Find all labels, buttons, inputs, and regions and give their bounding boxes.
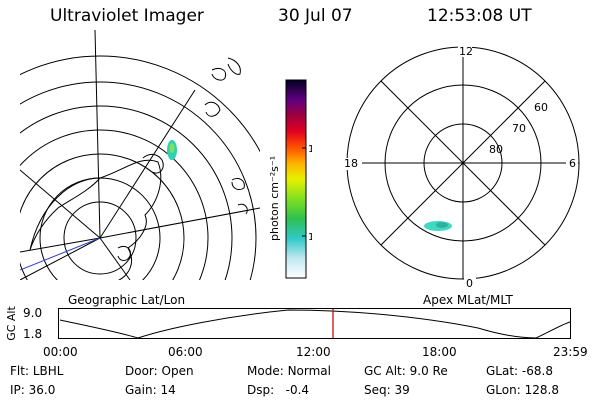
coastline (227, 57, 241, 75)
info-flt: Flt: LBHL (10, 364, 64, 378)
mlt-label-0: 0 (466, 277, 473, 290)
aurora-patch (169, 143, 175, 153)
app-title: Ultraviolet Imager (50, 6, 204, 26)
coastline (29, 159, 162, 280)
lat-circle (20, 153, 185, 280)
colorbar-tick-100: 100 (308, 144, 312, 155)
info-dsp: Dsp: -0.4 (247, 383, 310, 397)
info-glat: GLat: -68.8 (486, 364, 553, 378)
mlat-label-80: 80 (489, 143, 503, 156)
lon-line (94, 30, 101, 239)
colorbar-gradient (285, 79, 307, 279)
aurora-patch (436, 222, 448, 228)
time-label: 12:53:08 UT (427, 6, 532, 26)
date-label: 30 Jul 07 (278, 6, 353, 26)
orbit-xtick-1200: 12:00 (296, 345, 331, 359)
orbit-xtick-1800: 18:00 (422, 345, 457, 359)
orbit-xtick-0600: 06:00 (168, 345, 203, 359)
polar-plot: 12 18 6 0 60 70 80 (342, 45, 580, 290)
orbit-altitude-curve (59, 309, 571, 339)
orbit-xtick-2359: 23:59 (553, 345, 588, 359)
mlt-line (380, 80, 546, 246)
info-glon: GLon: 128.8 (486, 383, 559, 397)
geographic-map (20, 30, 260, 280)
coastline (237, 203, 248, 215)
lat-circle (20, 55, 260, 153)
colorbar-tick-10: 10 (308, 232, 312, 243)
info-door: Door: Open (125, 364, 194, 378)
mlt-label-18: 18 (344, 157, 358, 170)
orbit-ylabel: GC Alt (4, 306, 18, 341)
info-gain: Gain: 14 (125, 383, 176, 397)
orbit-ytick-9: 9.0 (23, 306, 43, 320)
lat-circle (63, 201, 137, 275)
lat-circle (20, 105, 233, 280)
lon-line (20, 169, 101, 239)
colorbar: 100 10 photon cm⁻²s⁻¹ (268, 79, 312, 279)
coastline (142, 153, 164, 174)
left-panel-caption: Geographic Lat/Lon (68, 293, 186, 307)
coastline (204, 101, 221, 117)
mlt-label-6: 6 (569, 157, 576, 170)
mlt-label-12: 12 (459, 45, 473, 58)
coastline (211, 67, 227, 81)
right-panel-caption: Apex MLat/MLT (423, 293, 513, 307)
lat-circle (20, 129, 209, 280)
lon-line (20, 237, 101, 253)
orbit-plot (58, 308, 571, 339)
orbit-ytick-1-8: 1.8 (23, 327, 43, 341)
lon-line (99, 237, 131, 280)
coastline (231, 177, 245, 191)
lon-line (99, 207, 260, 239)
mlat-label-60: 60 (534, 101, 548, 114)
colorbar-unit-label: photon cm⁻²s⁻¹ (268, 156, 281, 241)
info-mode: Mode: Normal (247, 364, 331, 378)
info-ip: IP: 36.0 (10, 383, 56, 397)
lon-line (20, 237, 101, 280)
info-gc-alt: GC Alt: 9.0 Re (364, 364, 448, 378)
lon-line (99, 89, 196, 239)
info-seq: Seq: 39 (364, 383, 410, 397)
mlat-label-70: 70 (512, 122, 526, 135)
lat-circle (20, 81, 257, 280)
meridian-line (20, 237, 101, 271)
orbit-xtick-0000: 00:00 (43, 345, 78, 359)
coastline (117, 245, 131, 261)
